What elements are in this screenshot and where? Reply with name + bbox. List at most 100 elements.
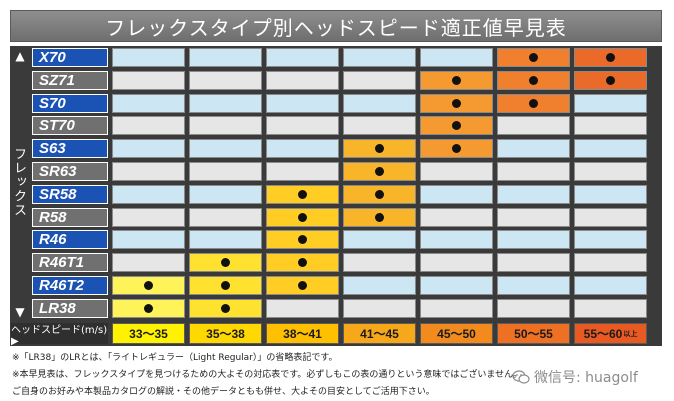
grid-cell <box>574 116 647 135</box>
flex-label-sz71: SZ71 <box>32 71 108 90</box>
grid-cell <box>112 276 185 295</box>
flex-label-s70: S70 <box>32 94 108 113</box>
grid-cell <box>420 139 493 158</box>
flex-label-s63: S63 <box>32 139 108 158</box>
grid-cell <box>266 276 339 295</box>
match-dot-icon <box>606 53 615 62</box>
speed-range-label: 55～60 <box>583 327 623 341</box>
grid-cell <box>266 71 339 90</box>
watermark: 微信号: huagolf <box>512 367 638 387</box>
grid-cell <box>112 253 185 272</box>
grid-cell <box>343 48 416 67</box>
head-speed-header: ヘッドスピード(m/s) ▶ <box>11 323 108 347</box>
grid-cell <box>497 116 570 135</box>
grid-cell <box>343 71 416 90</box>
match-dot-icon <box>375 167 384 176</box>
grid-cell <box>497 230 570 249</box>
grid-cell <box>574 48 647 67</box>
match-dot-icon <box>298 281 307 290</box>
grid-cell <box>420 253 493 272</box>
grid-cell <box>343 94 416 113</box>
speed-range-label: 45～50 <box>437 327 476 341</box>
note-line-2: ※本早見表は、フレックスタイプを見つけるための大よその対応表です。必ずしもこの表… <box>12 370 523 380</box>
grid-cell <box>343 162 416 181</box>
grid-cell <box>112 139 185 158</box>
speed-range-4: 41～45 <box>343 323 416 344</box>
match-dot-icon <box>221 258 230 267</box>
grid-cell <box>420 48 493 67</box>
grid-cell <box>420 230 493 249</box>
grid-cell <box>343 230 416 249</box>
match-dot-icon <box>298 213 307 222</box>
arrow-up-icon: ▲ <box>15 49 25 63</box>
grid-cell <box>497 185 570 204</box>
grid-cell <box>343 299 416 318</box>
grid-cell <box>112 185 185 204</box>
grid-cell <box>420 208 493 227</box>
grid-cell <box>420 299 493 318</box>
grid-cell <box>343 116 416 135</box>
grid-cell <box>574 94 647 113</box>
grid-cell <box>112 71 185 90</box>
match-dot-icon <box>221 281 230 290</box>
match-dot-icon <box>452 144 461 153</box>
grid-cell <box>112 116 185 135</box>
grid-cell <box>189 71 262 90</box>
speed-range-3: 38～41 <box>266 323 339 344</box>
match-dot-icon <box>452 76 461 85</box>
grid-cell <box>189 253 262 272</box>
flex-axis-rail: ▲ フレックス ▼ <box>11 47 29 321</box>
match-dot-icon <box>452 99 461 108</box>
watermark-text: 微信号: huagolf <box>534 370 638 386</box>
grid-cell <box>420 94 493 113</box>
match-dot-icon <box>529 99 538 108</box>
speed-range-label: 41～45 <box>360 327 399 341</box>
grid-cell <box>497 208 570 227</box>
grid-cell <box>343 253 416 272</box>
grid-cell <box>343 208 416 227</box>
speed-range-label: 38～41 <box>283 327 322 341</box>
grid-cell <box>189 162 262 181</box>
match-dot-icon <box>375 213 384 222</box>
speed-range-label: 33～35 <box>129 327 168 341</box>
grid-cell <box>574 253 647 272</box>
flex-label-st70: ST70 <box>32 116 108 135</box>
grid-cell <box>112 162 185 181</box>
grid-cell <box>189 116 262 135</box>
speed-range-label: 35～38 <box>206 327 245 341</box>
match-dot-icon <box>375 144 384 153</box>
flex-label-r46: R46 <box>32 230 108 249</box>
wechat-icon <box>512 370 530 384</box>
grid-cell <box>420 185 493 204</box>
grid-cell <box>112 299 185 318</box>
grid-cell <box>112 208 185 227</box>
grid-cell <box>343 276 416 295</box>
grid-cell <box>343 185 416 204</box>
grid-cell <box>266 230 339 249</box>
match-dot-icon <box>298 235 307 244</box>
match-dot-icon <box>452 121 461 130</box>
grid-cell <box>112 230 185 249</box>
match-dot-icon <box>298 258 307 267</box>
grid-cell <box>497 139 570 158</box>
flex-label-lr38: LR38 <box>32 299 108 318</box>
flex-label-x70: X70 <box>32 48 108 67</box>
grid-cell <box>112 48 185 67</box>
grid-cell <box>574 139 647 158</box>
match-dot-icon <box>375 190 384 199</box>
grid-cell <box>497 299 570 318</box>
grid-cell <box>266 162 339 181</box>
grid-cell <box>574 162 647 181</box>
match-dot-icon <box>529 53 538 62</box>
match-dot-icon <box>221 304 230 313</box>
grid-cell <box>266 253 339 272</box>
match-dot-icon <box>529 76 538 85</box>
grid-cell <box>574 230 647 249</box>
grid-cell <box>266 185 339 204</box>
grid-cell <box>189 48 262 67</box>
grid-cell <box>189 208 262 227</box>
grid-cell <box>266 299 339 318</box>
grid-cell <box>189 276 262 295</box>
chart-title: フレックスタイプ別ヘッドスピード適正値早見表 <box>10 10 662 42</box>
grid-cell <box>266 139 339 158</box>
